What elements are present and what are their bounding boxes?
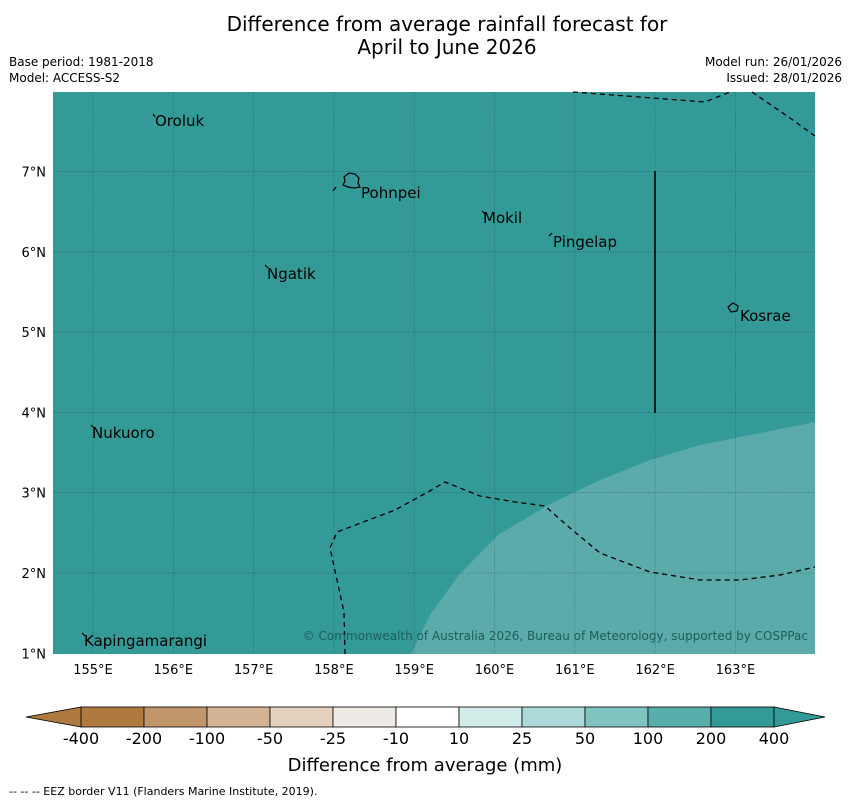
kapingamarangi-atoll — [81, 632, 86, 637]
issued-date: Issued: 28/01/2026 — [726, 71, 842, 85]
colorbar-title: Difference from average (mm) — [287, 755, 563, 776]
longitude-label: 158°E — [314, 663, 354, 678]
colorbar-tick-label: -25 — [319, 729, 347, 748]
title-line-1: Difference from average rainfall forecas… — [226, 12, 668, 36]
eez-border-pohnpei-stub — [332, 186, 337, 192]
colorbar — [25, 706, 826, 728]
colorbar-segment — [206, 706, 271, 728]
oroluk-atoll — [152, 113, 156, 118]
eez-legend: -- -- -- EEZ border V11 (Flanders Marine… — [9, 785, 318, 798]
meta-left: Base period: 1981-2018 Model: ACCESS-S2 — [9, 54, 154, 86]
colorbar-tick-label: 25 — [511, 729, 533, 748]
mokil-atoll — [481, 210, 486, 215]
longitude-label: 157°E — [234, 663, 274, 678]
colorbar-tick-label: -400 — [62, 729, 100, 748]
longitude-label: 161°E — [555, 663, 595, 678]
colorbar-segment — [269, 706, 334, 728]
place-label-mokil: Mokil — [483, 209, 522, 227]
colorbar-tick-label: -50 — [256, 729, 284, 748]
colorbar-segment — [143, 706, 208, 728]
pingelap-atoll — [548, 232, 553, 237]
longitude-labels: 155°E 156°E 157°E 158°E 159°E 160°E 161°E 162°E… — [73, 663, 755, 678]
colorbar-tick-label: 200 — [695, 729, 727, 748]
colorbar-segment — [521, 706, 586, 728]
map-title: Difference from average rainfall forecas… — [0, 13, 850, 59]
eez-borders — [329, 91, 816, 655]
place-label-pohnpei: Pohnpei — [361, 184, 421, 202]
base-period: Base period: 1981-2018 — [9, 55, 154, 69]
model-name: Model: ACCESS-S2 — [9, 71, 121, 85]
place-label-kosrae: Kosrae — [740, 307, 791, 325]
eez-border-south — [329, 481, 816, 655]
latitude-label: 6°N — [22, 246, 47, 261]
eez-border-northeast — [751, 91, 816, 137]
copyright-text: © Commonwealth of Australia 2026, Bureau… — [303, 629, 808, 643]
colorbar-tick-label: -10 — [382, 729, 410, 748]
colorbar-tick-label: 50 — [574, 729, 596, 748]
longitude-label: 156°E — [154, 663, 194, 678]
colorbar-segment — [710, 706, 775, 728]
nukuoro-atoll — [90, 424, 95, 429]
latitude-label: 2°N — [22, 567, 47, 582]
latitude-label: 3°N — [22, 487, 47, 502]
colorbar-segment — [80, 706, 145, 728]
ngatik-atoll — [264, 264, 269, 269]
longitude-label: 159°E — [394, 663, 434, 678]
latitude-label: 4°N — [22, 406, 47, 421]
latitude-label: 1°N — [22, 647, 47, 662]
colorbar-tick-label: 100 — [632, 729, 664, 748]
place-label-kapingamarangi: Kapingamarangi — [84, 632, 207, 650]
pohnpei-island-outline — [342, 172, 361, 189]
longitude-label: 163°E — [716, 663, 756, 678]
place-label-nukuoro: Nukuoro — [92, 424, 155, 442]
latitude-label: 5°N — [22, 326, 47, 341]
longitude-label: 155°E — [73, 663, 113, 678]
colorbar-segment — [584, 706, 649, 728]
meta-right: Model run: 26/01/2026 Issued: 28/01/2026 — [705, 54, 842, 86]
colorbar-tick-label: -200 — [125, 729, 163, 748]
place-label-pingelap: Pingelap — [553, 233, 617, 251]
longitude-label: 160°E — [475, 663, 515, 678]
colorbar-tick-label: -100 — [188, 729, 226, 748]
latitude-labels: 7°N 6°N 5°N 4°N 3°N 2°N 1°N — [22, 166, 47, 663]
anomaly-region-light — [411, 422, 815, 654]
colorbar-segment — [647, 706, 712, 728]
model-run: Model run: 26/01/2026 — [704, 55, 842, 69]
title-line-2: April to June 2026 — [357, 35, 537, 59]
place-label-ngatik: Ngatik — [267, 265, 316, 283]
longitude-label: 162°E — [635, 663, 675, 678]
colorbar-extend-low — [25, 706, 82, 728]
colorbar-tick-label: 400 — [758, 729, 790, 748]
kosrae-island-outline — [727, 302, 739, 313]
colorbar-segment — [458, 706, 523, 728]
islands — [81, 113, 739, 637]
colorbar-segment — [395, 706, 460, 728]
colorbar-tick-label: 10 — [448, 729, 470, 748]
place-label-oroluk: Oroluk — [155, 112, 204, 130]
graticule — [53, 92, 815, 654]
latitude-label: 7°N — [22, 166, 47, 181]
colorbar-segment — [332, 706, 397, 728]
colorbar-extend-high — [773, 706, 826, 728]
